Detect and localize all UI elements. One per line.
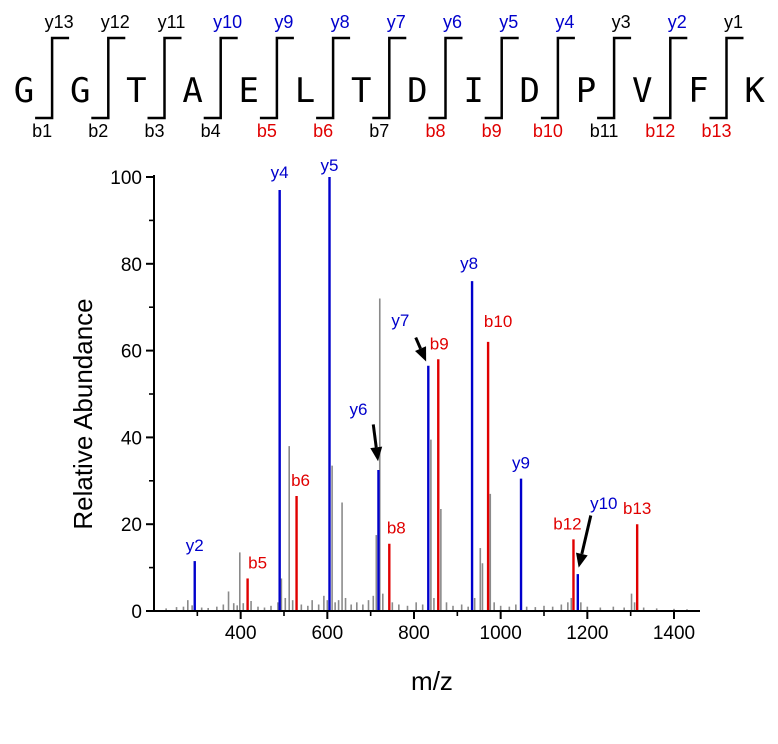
y-axis-label: Relative Abundance [68,298,98,529]
b-ion-label-b2: b2 [88,121,108,141]
cleavage-bracket [653,36,688,120]
y-ion-label-y1: y1 [724,12,743,32]
y-tick-label-60: 60 [121,342,142,363]
y-tick-label-0: 0 [131,602,142,623]
y-ion-label-y8: y8 [331,12,350,32]
y-ion-label-y5: y5 [499,12,518,32]
b-ion-label-b10: b10 [533,121,563,141]
b-ion-label-b13: b13 [701,121,731,141]
y-ion-label-y11: y11 [158,12,186,32]
b-ion-label-b5: b5 [257,121,277,141]
arrow-head-y7 [415,346,427,362]
residue-6: L [295,71,315,111]
b-ion-label-b4: b4 [201,121,221,141]
cleavage-bracket [259,36,294,120]
b-ion-label-b3: b3 [144,121,164,141]
peak-labels: y2 y4 y5 y6 y7 y8 y9 y10 b5 b6 b8 b9 b10 b12 b13 [186,156,652,572]
x-tick-label-1400: 1400 [653,623,695,644]
peak-label-b8: b8 [387,519,406,538]
x-tick-label-1200: 1200 [566,623,608,644]
spectrum-plot: 0 20 40 60 80 100 400 600 800 1000 1200 1400 y2 y4 y5… [110,156,700,644]
cleavage-bracket [484,36,519,120]
cleavage-bracket [91,36,126,120]
residue-5: E [239,71,259,111]
cleavage-bracket [203,36,238,120]
peak-label-y4: y4 [271,163,289,182]
cleavage-bracket [316,36,351,120]
b-ion-label-b6: b6 [313,121,333,141]
arrow-shaft-y10 [580,515,593,555]
peak-label-y7: y7 [391,311,409,330]
peak-label-b5: b5 [248,553,267,572]
peak-label-y5: y5 [321,156,339,175]
y-ion-label-y12: y12 [101,12,130,32]
residue-3: T [126,71,146,111]
residue-1: G [14,71,34,111]
residue-11: P [576,71,596,111]
x-tick-label-1000: 1000 [480,623,522,644]
y-ion-label-y3: y3 [612,12,631,32]
residue-13: F [688,71,708,111]
b-ion-label-b7: b7 [369,121,389,141]
y-ion-label-y7: y7 [387,12,406,32]
cleavage-bracket [35,36,70,120]
x-tick-label-600: 600 [311,623,343,644]
peak-label-y10: y10 [590,494,617,513]
b-ion-label-b1: b1 [32,121,52,141]
peak-label-b10: b10 [484,312,512,331]
arrow-shaft-y7 [414,336,422,350]
axes: 0 20 40 60 80 100 400 600 800 1000 1200 1400 [110,168,700,644]
x-tick-label-800: 800 [398,623,430,644]
residue-4: A [182,71,202,111]
y-ion-label-y9: y9 [274,12,293,32]
peak-label-y6: y6 [349,400,367,419]
residue-8: D [407,71,427,111]
b-ion-label-b11: b11 [590,121,619,141]
residue-7: T [351,71,371,111]
y-tick-label-80: 80 [121,255,142,276]
arrow-head-y10 [575,552,588,568]
peak-label-b6: b6 [291,471,310,490]
b-ion-label-b8: b8 [425,121,445,141]
arrow-head-y6 [370,446,383,462]
residue-10: D [520,71,540,111]
x-axis-label: m/z [411,666,453,696]
b-ion-label-b12: b12 [645,121,675,141]
y-ion-label-y6: y6 [443,12,462,32]
cleavage-bracket [709,36,744,120]
cleavage-bracket [428,36,463,120]
residue-9: I [463,71,483,111]
peak-label-y8: y8 [460,254,478,273]
cleavage-bracket [597,36,632,120]
y-tick-label-100: 100 [110,168,142,189]
peaks [165,177,688,611]
arrow-shaft-y6 [371,424,378,448]
peak-label-y2: y2 [186,536,204,555]
annotation-arrows [370,336,593,568]
fragmentation-ladder: G G T A E L T D I D P V F Ky13b1y12b2y11b3y10b4y9b5y8… [14,12,766,141]
x-tick-label-400: 400 [225,623,257,644]
cleavage-bracket [147,36,182,120]
residue-2: G [70,71,90,111]
y-ion-label-y10: y10 [213,12,242,32]
cleavage-bracket [540,36,575,120]
y-ion-label-y2: y2 [668,12,687,32]
b-ion-label-b9: b9 [482,121,502,141]
peak-label-y9: y9 [512,454,530,473]
peak-label-b9: b9 [430,334,449,353]
y-ion-label-y13: y13 [45,12,74,32]
residue-14: K [744,71,765,111]
y-tick-label-20: 20 [121,515,142,536]
cleavage-bracket [372,36,407,120]
y-ion-label-y4: y4 [555,12,574,32]
peak-label-b12: b12 [553,514,581,533]
peak-label-b13: b13 [623,499,651,518]
y-tick-label-40: 40 [121,428,142,449]
residue-12: V [632,71,652,111]
